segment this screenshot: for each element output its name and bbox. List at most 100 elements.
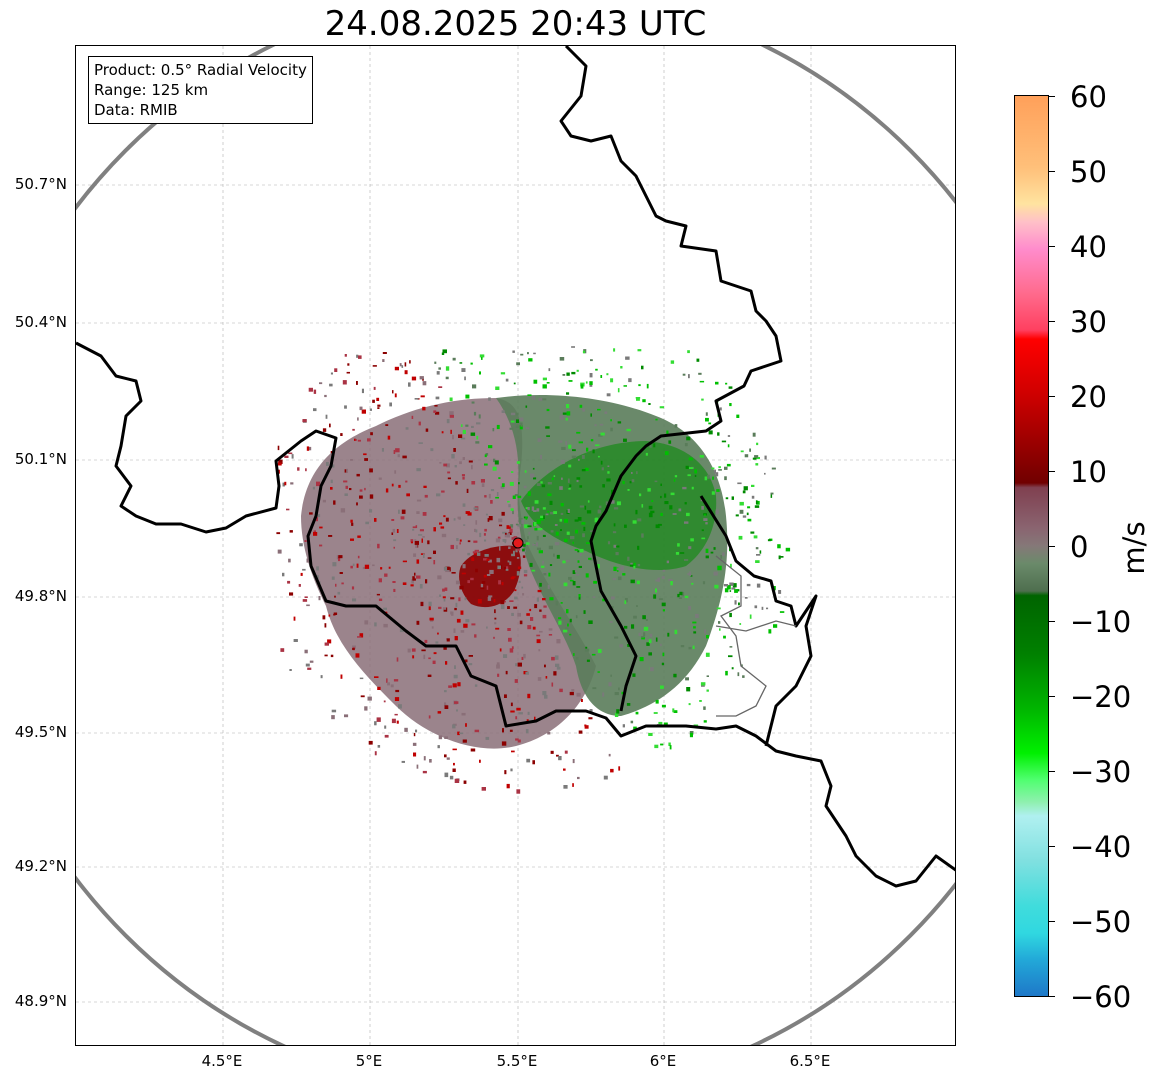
speckle	[363, 453, 367, 456]
speckle	[744, 597, 748, 599]
speckle	[583, 526, 586, 531]
speckle	[392, 581, 396, 583]
speckle	[513, 537, 516, 539]
speckle	[457, 682, 461, 687]
speckle	[316, 566, 319, 571]
radar-map[interactable]	[75, 45, 956, 1046]
speckle	[582, 533, 585, 538]
speckle	[364, 564, 370, 569]
speckle	[453, 762, 455, 766]
speckle	[701, 684, 705, 687]
speckle	[454, 778, 460, 783]
lon-label: 4.5°E	[201, 1052, 243, 1070]
speckle	[602, 692, 605, 697]
speckle	[438, 386, 443, 388]
speckle	[692, 621, 697, 624]
speckle	[365, 521, 369, 525]
speckle	[344, 354, 347, 357]
speckle	[594, 518, 598, 523]
speckle	[405, 427, 409, 430]
speckle	[357, 555, 360, 559]
speckle	[499, 524, 503, 527]
speckle	[461, 368, 466, 372]
speckle	[459, 362, 463, 364]
speckle	[422, 378, 424, 381]
speckle	[642, 399, 646, 403]
speckle	[334, 595, 336, 598]
speckle	[699, 455, 704, 458]
speckle	[381, 448, 384, 452]
speckle	[433, 550, 436, 554]
speckle	[487, 597, 492, 601]
speckle	[454, 465, 457, 468]
lat-label: 50.4°N	[14, 313, 67, 331]
speckle	[622, 573, 626, 576]
speckle	[627, 644, 631, 647]
speckle	[604, 411, 608, 414]
speckle	[427, 674, 432, 677]
speckle	[514, 679, 518, 683]
speckle	[586, 542, 591, 544]
speckle	[632, 520, 637, 524]
speckle	[477, 599, 482, 604]
speckle	[455, 602, 458, 607]
speckle	[356, 563, 359, 568]
speckle	[695, 613, 699, 618]
speckle	[359, 406, 363, 411]
speckle	[576, 586, 581, 588]
speckle	[701, 537, 706, 540]
speckle	[433, 560, 436, 565]
speckle	[693, 626, 696, 629]
speckle	[360, 695, 365, 698]
speckle	[624, 524, 627, 528]
speckle	[391, 532, 394, 535]
speckle	[333, 500, 336, 505]
colorbar-label: −40	[1070, 830, 1132, 864]
speckle	[305, 468, 307, 472]
speckle	[394, 713, 398, 716]
speckle	[352, 645, 356, 649]
speckle	[445, 376, 449, 380]
speckle	[368, 740, 373, 745]
speckle	[655, 524, 660, 529]
speckle	[680, 645, 685, 648]
speckle	[429, 759, 432, 763]
speckle	[713, 571, 718, 576]
speckle	[459, 732, 464, 735]
speckle	[563, 582, 568, 587]
speckle	[467, 512, 472, 516]
speckle	[297, 467, 300, 471]
speckle	[500, 372, 506, 375]
speckle	[471, 623, 476, 626]
speckle	[464, 597, 467, 601]
speckle	[277, 462, 282, 466]
speckle	[780, 556, 784, 558]
radar-site-marker[interactable]	[512, 537, 524, 549]
speckle	[726, 463, 731, 467]
speckle	[395, 689, 400, 693]
speckle	[304, 649, 308, 654]
speckle	[715, 472, 719, 477]
speckle	[598, 434, 603, 437]
speckle	[372, 365, 377, 367]
speckle	[335, 583, 337, 587]
speckle	[330, 479, 333, 484]
speckle	[711, 467, 715, 470]
speckle	[446, 757, 450, 760]
speckle	[627, 556, 630, 561]
speckle	[688, 606, 691, 611]
speckle	[383, 700, 386, 703]
speckle	[729, 612, 732, 618]
speckle	[517, 662, 522, 667]
speckle	[623, 438, 627, 442]
speckle	[480, 587, 485, 590]
speckle	[351, 522, 354, 526]
speckle	[510, 524, 514, 528]
speckle	[658, 721, 663, 726]
speckle	[453, 518, 456, 521]
speckle	[543, 515, 545, 519]
speckle	[369, 408, 372, 411]
speckle	[395, 448, 400, 453]
speckle	[333, 612, 338, 615]
speckle	[525, 539, 528, 542]
